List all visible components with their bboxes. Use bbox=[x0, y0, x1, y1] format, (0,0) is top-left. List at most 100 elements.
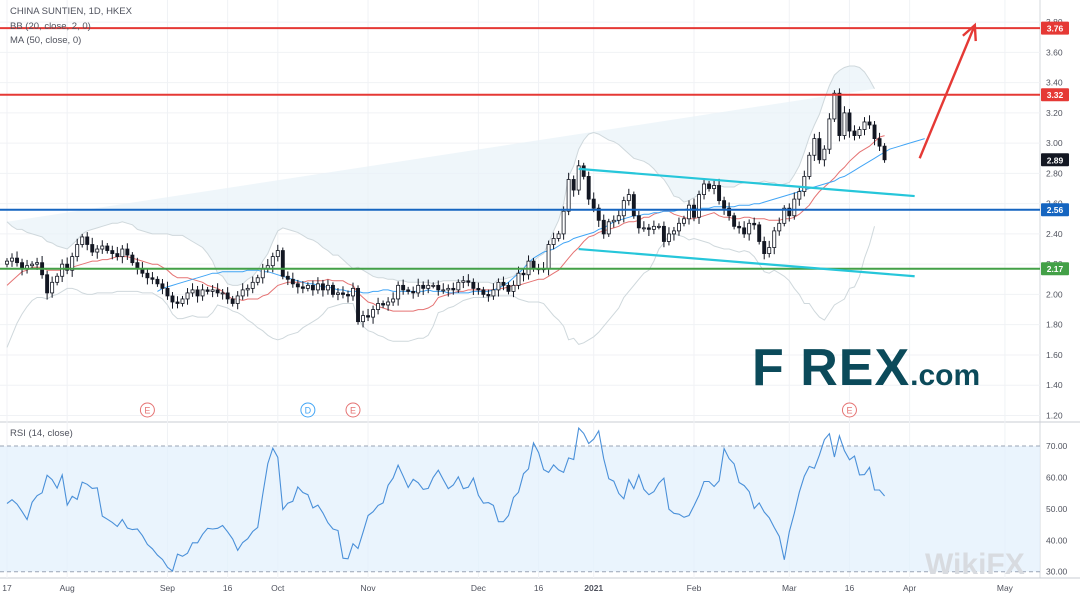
candle-body bbox=[451, 287, 456, 291]
last-price-tag-bg bbox=[1041, 153, 1069, 167]
bb-fill bbox=[7, 66, 875, 286]
candle-body bbox=[310, 284, 315, 291]
candle-body bbox=[757, 224, 762, 242]
candle-body bbox=[792, 198, 797, 217]
candle-body bbox=[822, 148, 827, 161]
candle-body bbox=[371, 309, 376, 318]
candle-body bbox=[270, 256, 275, 267]
rsi-tick-label: 40.00 bbox=[1046, 535, 1068, 545]
candle-body bbox=[396, 284, 401, 300]
rsi-legend[interactable]: RSI (14, close) bbox=[10, 428, 73, 439]
level-price-tag: 3.32 bbox=[1047, 90, 1064, 100]
candle-body bbox=[461, 280, 466, 283]
candle-body bbox=[30, 263, 35, 267]
candle-body bbox=[692, 204, 696, 218]
moving-averages bbox=[6, 135, 925, 312]
projection-arrow-head bbox=[962, 22, 977, 42]
candle-body bbox=[576, 165, 581, 191]
trend-drawings[interactable] bbox=[578, 22, 977, 278]
candle-body bbox=[837, 92, 842, 136]
candle-body bbox=[687, 204, 691, 220]
candle-body bbox=[546, 244, 551, 270]
candle-body bbox=[752, 222, 757, 226]
candle-body bbox=[351, 287, 355, 297]
candle-body bbox=[817, 138, 822, 161]
candle-body bbox=[366, 315, 371, 318]
rsi-line bbox=[6, 426, 886, 573]
level-price-tag-bg bbox=[1041, 262, 1069, 276]
candle-body bbox=[702, 183, 706, 195]
candle-body bbox=[290, 278, 295, 285]
symbol-legend[interactable]: CHINA SUNTIEN, 1D, HKEX bbox=[10, 6, 132, 17]
level-price-tag: 2.17 bbox=[1047, 264, 1064, 274]
ma-legend[interactable]: MA (50, close, 0) bbox=[10, 35, 82, 46]
candle-body bbox=[857, 129, 862, 136]
candle-body bbox=[305, 284, 310, 289]
candle-body bbox=[406, 289, 411, 292]
candle-body bbox=[115, 253, 120, 258]
candle-body bbox=[862, 121, 867, 130]
candle-body bbox=[812, 138, 817, 156]
candle-body bbox=[847, 112, 852, 132]
ma50-line bbox=[157, 138, 925, 294]
candle-body bbox=[220, 292, 225, 295]
candle-body bbox=[205, 289, 210, 292]
candle-body bbox=[456, 281, 461, 291]
candle-body bbox=[707, 183, 712, 189]
candle-body bbox=[70, 256, 75, 271]
candle-body bbox=[742, 227, 747, 235]
candle-body bbox=[556, 233, 561, 239]
candle-body bbox=[591, 198, 596, 209]
candle-body bbox=[195, 289, 200, 297]
horizontal-levels[interactable] bbox=[0, 27, 1040, 270]
level-price-tag-bg bbox=[1041, 21, 1069, 35]
time-tick-label: Apr bbox=[903, 583, 916, 593]
candle-body bbox=[155, 278, 160, 285]
candle-body bbox=[491, 289, 496, 297]
candle-body bbox=[551, 238, 556, 245]
level-price-tag-bg bbox=[1041, 203, 1069, 217]
candle-body bbox=[330, 284, 335, 295]
candle-body bbox=[767, 247, 772, 254]
time-tick-label: Aug bbox=[60, 583, 75, 593]
time-tick-label: Sep bbox=[160, 583, 175, 593]
candle-body bbox=[717, 185, 722, 202]
candle-body bbox=[245, 287, 250, 291]
candle-body bbox=[120, 248, 125, 258]
candle-body bbox=[210, 289, 215, 292]
candle-body bbox=[275, 250, 280, 258]
candle-body bbox=[441, 289, 446, 292]
price-tick-label: 1.20 bbox=[1046, 410, 1063, 420]
time-tick-label: Oct bbox=[271, 583, 285, 593]
candle-body bbox=[727, 207, 732, 217]
candle-body bbox=[416, 284, 421, 294]
time-tick-label: Dec bbox=[471, 583, 487, 593]
candle-body bbox=[762, 241, 767, 254]
candle-body bbox=[827, 118, 832, 150]
candle-body bbox=[421, 284, 426, 289]
candle-body bbox=[255, 277, 260, 283]
candle-body bbox=[230, 298, 235, 304]
candle-body bbox=[90, 244, 95, 253]
candle-body bbox=[285, 275, 290, 280]
candle-body bbox=[105, 245, 110, 251]
time-tick-label: 17 bbox=[2, 583, 12, 593]
candle-body bbox=[486, 294, 491, 297]
bb-legend[interactable]: BB (20, close, 2, 0) bbox=[10, 21, 91, 32]
time-tick-label: 2021 bbox=[584, 583, 603, 593]
price-axis: 1.201.401.601.802.002.202.402.602.803.00… bbox=[1041, 17, 1069, 577]
channel-line-lower bbox=[578, 247, 915, 278]
price-tick-label: 1.40 bbox=[1046, 380, 1063, 390]
candle-body bbox=[777, 222, 782, 232]
candle-body bbox=[160, 283, 165, 289]
candle-body bbox=[320, 283, 325, 291]
time-tick-label: Mar bbox=[782, 583, 797, 593]
price-tick-label: 1.80 bbox=[1046, 320, 1063, 330]
candle-body bbox=[867, 121, 872, 126]
candle-body bbox=[401, 284, 406, 291]
candle-body bbox=[651, 225, 656, 230]
last-price-tag: 2.89 bbox=[1047, 155, 1064, 165]
logo-main: F REX bbox=[752, 339, 911, 397]
